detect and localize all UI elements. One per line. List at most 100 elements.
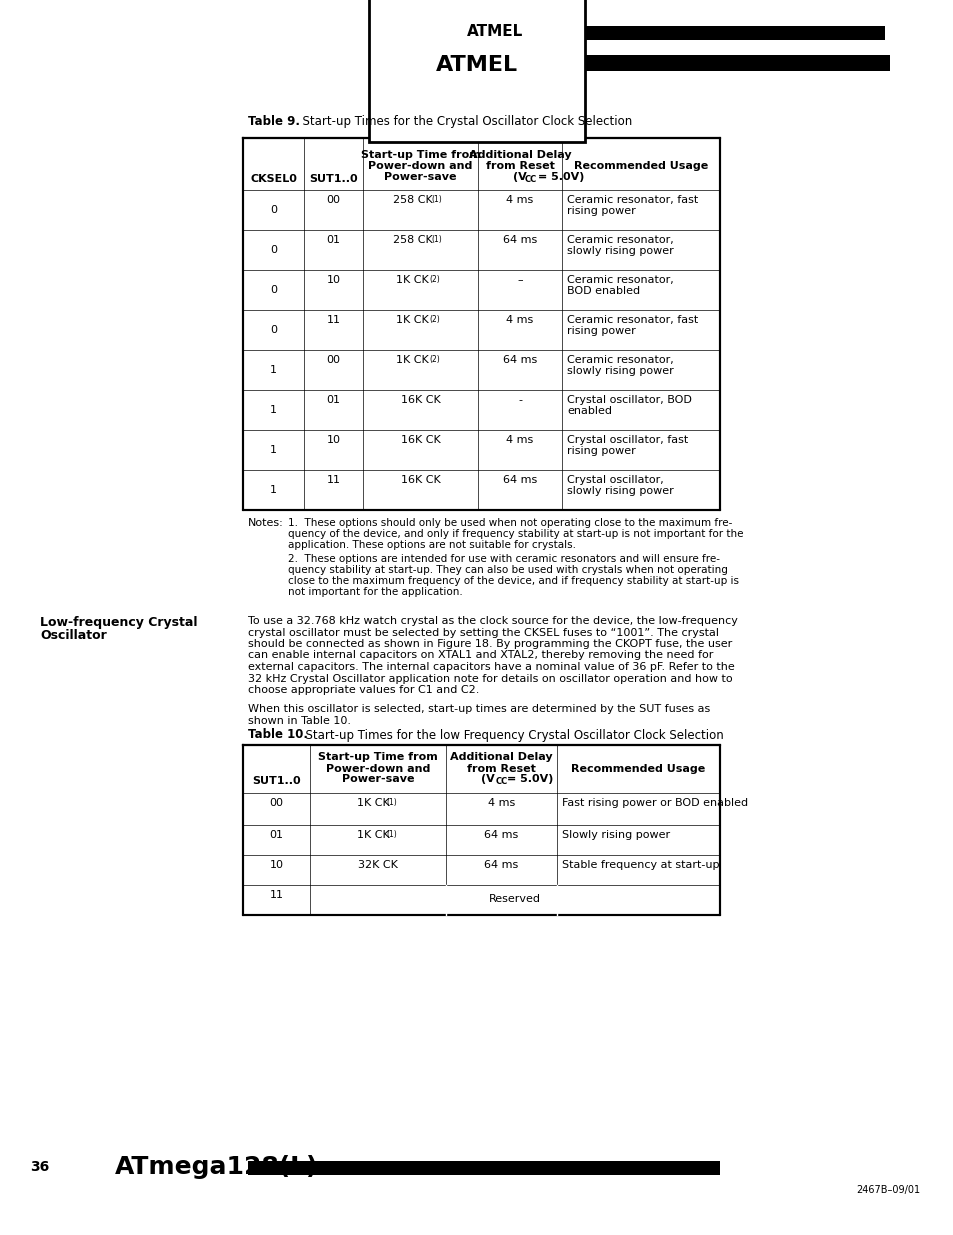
Text: Power-down and: Power-down and [326,763,430,773]
Text: Reserved: Reserved [489,894,540,904]
Text: Additional Delay: Additional Delay [468,149,571,161]
Text: 0: 0 [270,325,276,335]
Text: 10: 10 [326,275,340,285]
Text: Start-up Times for the Crystal Oscillator Clock Selection: Start-up Times for the Crystal Oscillato… [294,115,632,128]
Text: CC: CC [495,778,507,787]
Text: rising power: rising power [566,326,635,336]
Text: rising power: rising power [566,446,635,456]
Text: Ceramic resonator,: Ceramic resonator, [566,275,673,285]
Text: 01: 01 [269,830,283,840]
Text: 0: 0 [270,285,276,295]
Text: To use a 32.768 kHz watch crystal as the clock source for the device, the low-fr: To use a 32.768 kHz watch crystal as the… [248,616,737,626]
Text: Notes:: Notes: [248,517,283,529]
Text: 4 ms: 4 ms [506,195,533,205]
Text: 32 kHz Crystal Oscillator application note for details on oscillator operation a: 32 kHz Crystal Oscillator application no… [248,673,732,683]
Text: 10: 10 [269,860,283,869]
Text: 1: 1 [270,445,276,454]
Text: can enable internal capacitors on XTAL1 and XTAL2, thereby removing the need for: can enable internal capacitors on XTAL1 … [248,651,713,661]
Text: 2.  These options are intended for use with ceramic resonators and will ensure f: 2. These options are intended for use wi… [288,555,720,564]
Text: Start-up Time from: Start-up Time from [360,149,480,161]
Text: (V: (V [480,774,494,784]
Text: Power-down and: Power-down and [368,161,472,170]
Text: 4 ms: 4 ms [487,798,515,808]
Text: external capacitors. The internal capacitors have a nominal value of 36 pF. Refe: external capacitors. The internal capaci… [248,662,734,672]
Text: Crystal oscillator,: Crystal oscillator, [566,475,663,485]
Text: quency stability at start-up. They can also be used with crystals when not opera: quency stability at start-up. They can a… [288,564,727,576]
Text: (1): (1) [386,830,396,839]
Text: 64 ms: 64 ms [502,475,537,485]
Text: Ceramic resonator,: Ceramic resonator, [566,354,673,366]
Text: ATMEL: ATMEL [466,25,522,40]
Text: Table 9.: Table 9. [248,115,299,128]
Text: Low-frequency Crystal: Low-frequency Crystal [40,616,197,629]
Text: 64 ms: 64 ms [484,860,518,869]
Text: 1K CK: 1K CK [356,830,389,840]
Text: Crystal oscillator, BOD: Crystal oscillator, BOD [566,395,691,405]
Text: 10: 10 [326,435,340,445]
Text: Crystal oscillator, fast: Crystal oscillator, fast [566,435,687,445]
Text: Ceramic resonator, fast: Ceramic resonator, fast [566,195,698,205]
Text: When this oscillator is selected, start-up times are determined by the SUT fuses: When this oscillator is selected, start-… [248,704,709,715]
Text: (2): (2) [429,354,439,364]
Text: (V: (V [513,172,526,182]
Text: 0: 0 [270,245,276,254]
Text: (1): (1) [431,235,442,245]
Text: Slowly rising power: Slowly rising power [561,830,669,840]
Text: rising power: rising power [566,206,635,216]
Text: Additional Delay: Additional Delay [450,752,552,762]
Text: Start-up Time from: Start-up Time from [317,752,437,762]
Text: = 5.0V): = 5.0V) [507,774,554,784]
Text: CKSEL0: CKSEL0 [250,174,296,184]
Text: from Reset: from Reset [485,161,554,170]
Text: from Reset: from Reset [467,763,536,773]
Text: 01: 01 [326,235,340,245]
Text: Oscillator: Oscillator [40,629,107,642]
Text: -: - [517,395,521,405]
Text: close to the maximum frequency of the device, and if frequency stability at star: close to the maximum frequency of the de… [288,576,739,585]
Text: 16K CK: 16K CK [400,395,440,405]
Bar [448,14,542,49]
Text: enabled: enabled [566,406,612,416]
Text: 16K CK: 16K CK [400,475,440,485]
Text: 258 CK: 258 CK [393,195,432,205]
Text: 64 ms: 64 ms [502,354,537,366]
Text: Power-save: Power-save [384,172,456,182]
Text: 64 ms: 64 ms [484,830,518,840]
Text: 1: 1 [270,366,276,375]
Text: shown in Table 10.: shown in Table 10. [248,716,351,726]
Text: slowly rising power: slowly rising power [566,246,673,256]
Text: (1): (1) [431,195,442,204]
Text: quency of the device, and only if frequency stability at start-up is not importa: quency of the device, and only if freque… [288,529,742,538]
Text: Power-save: Power-save [341,774,414,784]
Text: 1: 1 [270,485,276,495]
Text: Stable frequency at start-up: Stable frequency at start-up [561,860,719,869]
Text: application. These options are not suitable for crystals.: application. These options are not suita… [288,540,576,550]
Text: BOD enabled: BOD enabled [566,287,639,296]
Text: 64 ms: 64 ms [502,235,537,245]
Text: ATMEL: ATMEL [436,56,517,75]
Text: Ceramic resonator,: Ceramic resonator, [566,235,673,245]
Text: = 5.0V): = 5.0V) [537,172,584,182]
Text: 00: 00 [269,798,283,808]
Text: 1.  These options should only be used when not operating close to the maximum fr: 1. These options should only be used whe… [288,517,732,529]
Text: 1: 1 [270,405,276,415]
Text: –: – [517,275,522,285]
Text: 0: 0 [270,205,276,215]
Text: (1): (1) [386,798,396,806]
Text: 36: 36 [30,1160,50,1174]
Text: ATmega128(L): ATmega128(L) [115,1155,318,1179]
Text: 00: 00 [326,354,340,366]
Text: (2): (2) [429,275,439,284]
Text: 1K CK: 1K CK [356,798,389,808]
Text: Table 10.: Table 10. [248,729,308,741]
Text: crystal oscillator must be selected by setting the CKSEL fuses to “1001”. The cr: crystal oscillator must be selected by s… [248,627,719,637]
Text: (2): (2) [429,315,439,324]
Text: 01: 01 [326,395,340,405]
Text: 1K CK: 1K CK [395,354,429,366]
Text: 258 CK: 258 CK [393,235,432,245]
Text: 11: 11 [326,315,340,325]
Text: choose appropriate values for C1 and C2.: choose appropriate values for C1 and C2. [248,685,478,695]
Text: Recommended Usage: Recommended Usage [571,763,705,773]
FancyBboxPatch shape [248,1161,720,1174]
Text: 4 ms: 4 ms [506,435,533,445]
